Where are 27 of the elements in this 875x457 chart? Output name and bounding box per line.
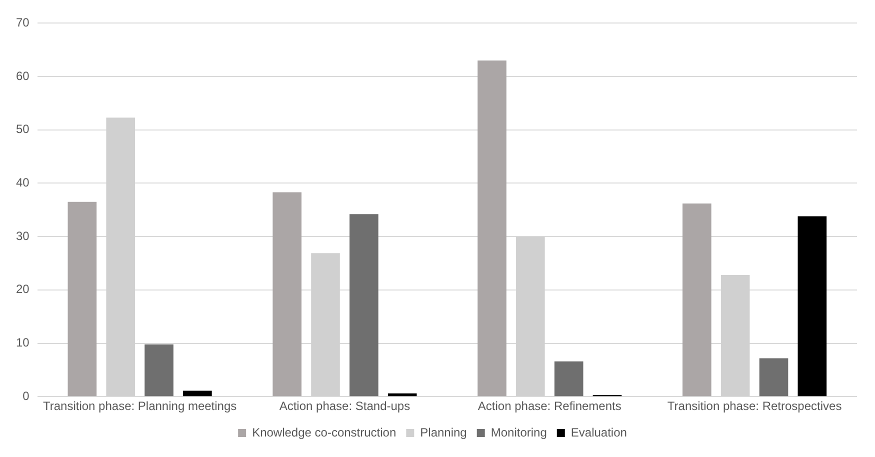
- bar: [759, 358, 788, 396]
- bar: [388, 393, 417, 396]
- x-tick-label: Action phase: Refinements: [478, 399, 622, 414]
- bar: [798, 216, 827, 396]
- x-tick-label: Transition phase: Planning meetings: [42, 399, 237, 414]
- bar: [272, 192, 302, 396]
- y-tick-label: 20: [16, 282, 30, 296]
- x-tick-label: Transition phase: Retrospectives: [667, 399, 842, 414]
- bar: [682, 204, 712, 396]
- legend-label: Knowledge co-construction: [252, 425, 396, 440]
- y-tick-label: 50: [16, 122, 30, 136]
- bar: [68, 202, 97, 396]
- y-tick-label: 60: [16, 68, 30, 83]
- legend-label: Planning: [420, 425, 467, 440]
- bar: [183, 390, 212, 396]
- bar: [554, 361, 584, 396]
- y-tick-label: 10: [16, 336, 30, 350]
- bar: [144, 344, 174, 396]
- y-tick-label: 40: [16, 176, 30, 190]
- y-tick-label: 30: [16, 228, 30, 243]
- x-tick-label: Action phase: Stand-ups: [279, 399, 410, 414]
- bar: [478, 60, 506, 396]
- y-tick-label: 70: [16, 16, 30, 30]
- y-tick-label: 0: [22, 388, 30, 403]
- legend-label: Monitoring: [490, 425, 547, 440]
- bar: [350, 214, 378, 396]
- legend-label: Evaluation: [570, 425, 627, 440]
